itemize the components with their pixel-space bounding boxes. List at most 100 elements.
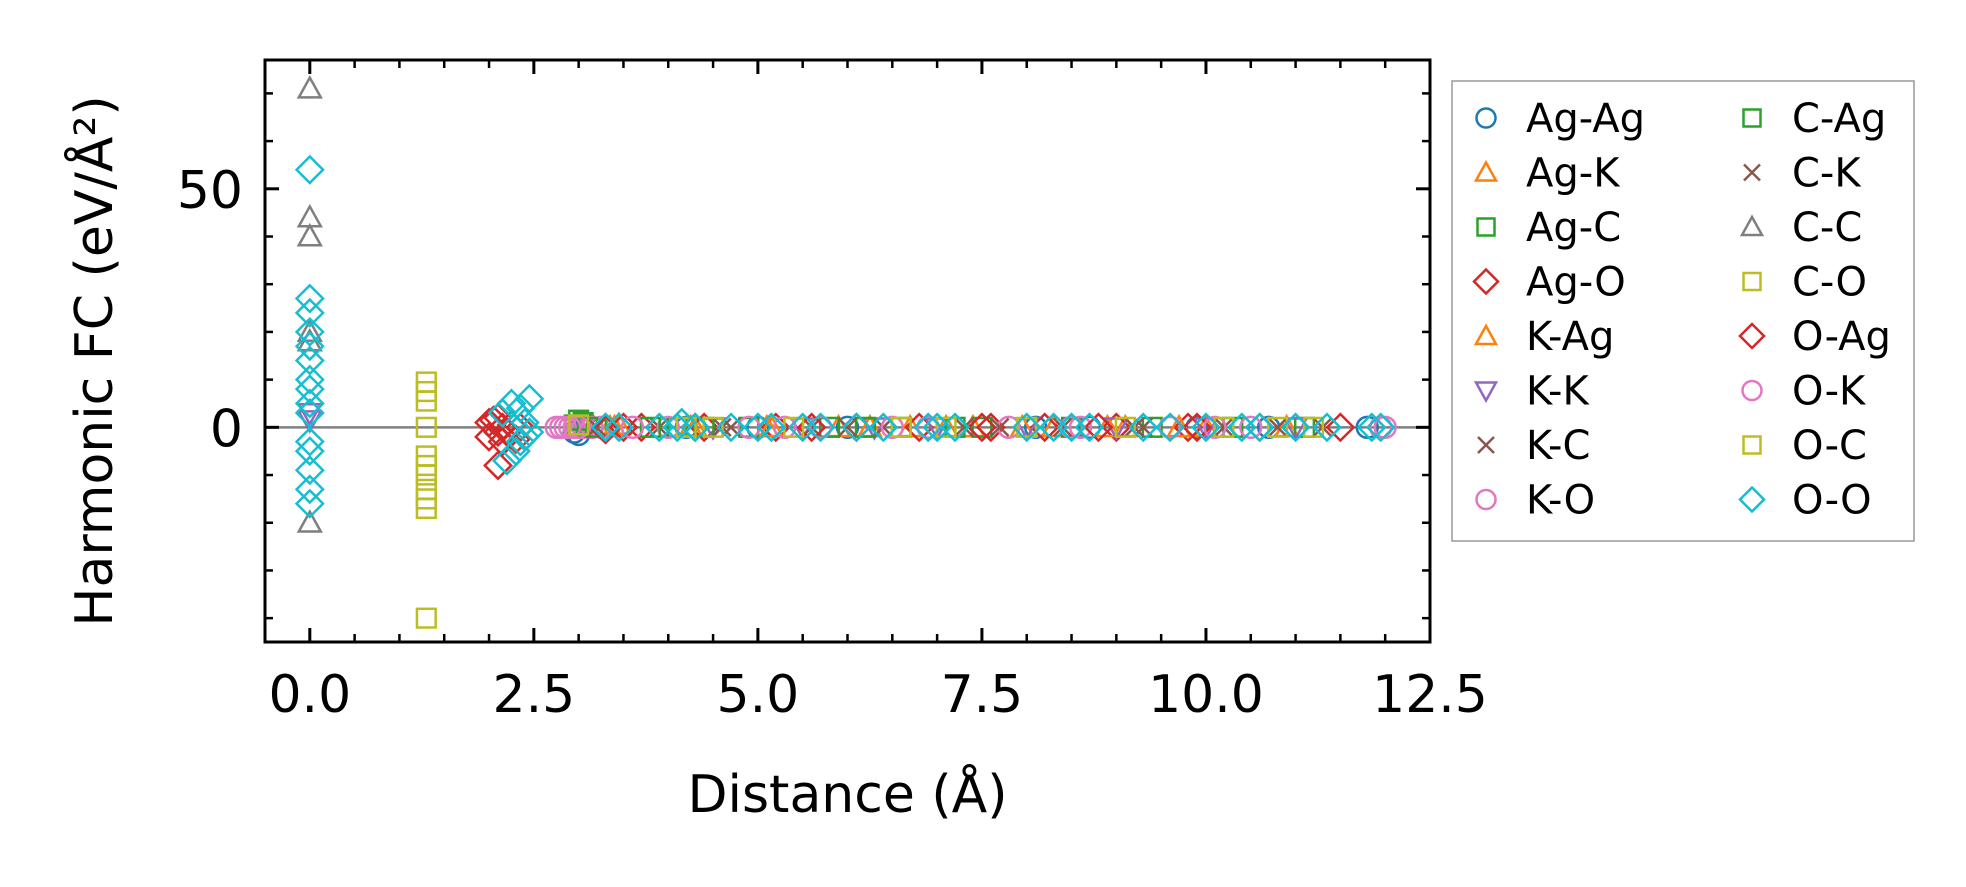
data-point — [500, 436, 531, 467]
legend-item: C-Ag — [1742, 96, 1886, 142]
x-axis-label: Distance (Å) — [687, 763, 1007, 825]
data-point — [496, 388, 527, 419]
data-point — [890, 416, 912, 438]
data-point — [913, 412, 944, 443]
data-point — [639, 416, 661, 438]
data-point — [294, 331, 325, 362]
data-point — [1068, 415, 1093, 440]
data-point — [294, 436, 325, 467]
data-point — [294, 398, 325, 428]
x-tick-label: 10.0 — [1148, 665, 1264, 725]
data-point — [509, 407, 540, 438]
y-tick-label: 50 — [177, 161, 243, 221]
data-point — [805, 412, 836, 443]
legend-item: Ag-K — [1473, 151, 1621, 197]
data-point — [940, 412, 971, 443]
y-axis-label: Harmonic FC (eV/Å²) — [63, 95, 125, 626]
data-point — [868, 412, 899, 443]
data-point — [756, 412, 787, 443]
data-point — [294, 488, 325, 519]
data-point — [675, 416, 697, 438]
legend-marker — [1738, 485, 1766, 514]
data-point — [835, 415, 860, 440]
data-point — [296, 509, 323, 533]
data-point — [294, 364, 325, 395]
series-c-k — [586, 417, 1288, 438]
data-point — [971, 416, 993, 438]
data-point — [1356, 412, 1387, 443]
plot-frame — [263, 58, 1432, 644]
data-point — [294, 374, 325, 405]
data-point — [1280, 412, 1311, 443]
data-point — [604, 412, 634, 443]
data-point — [716, 412, 746, 443]
data-point — [742, 412, 773, 443]
data-point — [505, 393, 536, 424]
data-point — [487, 398, 518, 428]
data-point — [841, 412, 872, 443]
legend-item: O-K — [1741, 369, 1867, 415]
legend-label: O-K — [1792, 369, 1867, 415]
legend-item: K-C — [1477, 423, 1590, 469]
data-point — [1016, 416, 1038, 438]
data-point — [656, 415, 680, 440]
legend-item: Ag-O — [1472, 260, 1626, 306]
legend-marker — [1741, 379, 1763, 402]
legend-label: K-O — [1526, 478, 1595, 524]
data-point — [296, 75, 323, 99]
legend-item: K-Ag — [1473, 314, 1614, 360]
data-point — [514, 383, 545, 414]
legend-marker — [1738, 322, 1766, 350]
legend-marker — [1743, 163, 1761, 182]
data-point — [1369, 415, 1393, 440]
legend-marker — [1739, 214, 1765, 237]
data-point — [549, 415, 573, 440]
data-point — [1282, 417, 1309, 441]
data-point — [415, 416, 437, 438]
x-tick-label: 2.5 — [492, 665, 575, 725]
legend-label: K-K — [1526, 369, 1590, 415]
data-point — [586, 417, 607, 438]
legend-item: C-O — [1742, 260, 1867, 306]
x-tick-label: 5.0 — [717, 665, 800, 725]
data-point — [620, 415, 645, 440]
data-point — [1059, 415, 1084, 440]
data-point — [294, 283, 325, 314]
data-point — [1011, 412, 1042, 443]
data-point — [1052, 417, 1073, 438]
data-point — [837, 417, 858, 438]
data-point — [1267, 417, 1288, 438]
data-point — [415, 607, 437, 629]
series-c-o — [415, 371, 437, 629]
data-point — [294, 474, 325, 505]
data-point — [568, 414, 590, 436]
legend-label: C-C — [1792, 205, 1862, 251]
legend-marker — [1742, 435, 1762, 455]
data-point — [935, 416, 957, 438]
legend-label: O-C — [1792, 423, 1867, 469]
legend-label: C-Ag — [1792, 96, 1886, 142]
legend-label: Ag-O — [1526, 260, 1626, 306]
data-point — [514, 417, 545, 448]
legend-label: K-C — [1526, 423, 1590, 469]
legend-item: C-K — [1743, 151, 1862, 197]
data-point — [818, 416, 841, 438]
data-point — [1213, 416, 1235, 438]
data-point — [702, 416, 724, 438]
data-point — [590, 414, 621, 445]
data-point — [990, 417, 1010, 438]
legend-item: O-Ag — [1738, 314, 1891, 360]
legend-item: Ag-Ag — [1475, 96, 1645, 142]
legend-label: C-O — [1792, 260, 1867, 306]
legend-item: K-K — [1473, 369, 1590, 415]
series-o-o — [294, 154, 1396, 519]
data-point — [1128, 412, 1159, 443]
data-point — [590, 412, 621, 443]
data-point — [294, 154, 325, 185]
data-point — [854, 416, 877, 438]
data-point — [483, 450, 513, 481]
legend-item: K-O — [1475, 478, 1595, 524]
data-point — [1155, 412, 1186, 443]
